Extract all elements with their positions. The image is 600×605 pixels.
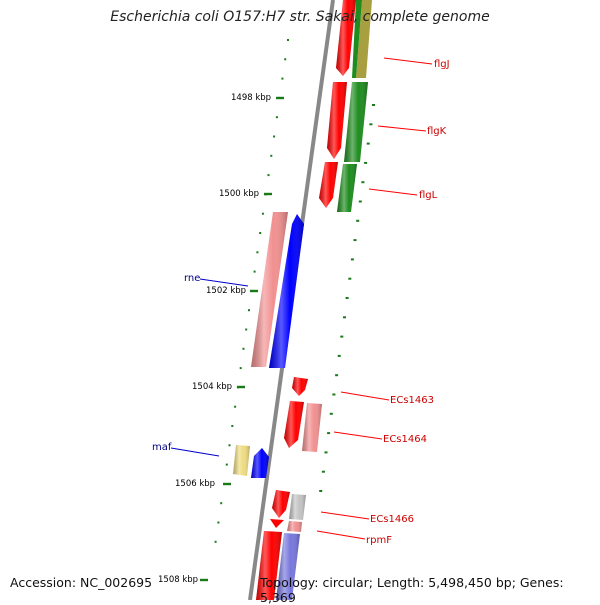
gene-label[interactable]: rne [184, 273, 200, 284]
gene-label[interactable]: maf [152, 442, 172, 453]
leader-maf [170, 447, 220, 457]
gene-ECs1466-gray-shade [289, 494, 306, 520]
leader-flgL [368, 188, 418, 196]
gene-rne-pink-shade [251, 212, 288, 367]
leader-ECs1463 [340, 391, 390, 401]
tick-label: 1504 kbp [192, 382, 232, 392]
gene-flgK-green-shade [344, 82, 368, 162]
gene-rpmF-red[interactable] [270, 519, 284, 528]
gene-label[interactable]: rpmF [366, 535, 392, 546]
tick-label: 1502 kbp [206, 286, 246, 296]
tick-label: 1498 kbp [231, 93, 271, 103]
gene-label[interactable]: ECs1464 [383, 434, 427, 445]
gene-bottom-red-shade [256, 531, 282, 600]
scale-dots-right [319, 104, 375, 492]
scale-ticks [200, 96, 284, 582]
gene-ECs1463-shade [292, 377, 308, 396]
tick-label: 1506 kbp [175, 479, 215, 489]
gene-flgJ-red-shade [336, 0, 356, 76]
gene-maf-yellow-shade [233, 445, 250, 476]
leader-flgK [377, 125, 427, 132]
gene-flgL-green-shade [337, 164, 357, 212]
tick-label: 1508 kbp [158, 575, 198, 585]
gene-green-top[interactable] [352, 0, 362, 78]
gene-bottom-lavender-shade [276, 533, 300, 600]
gene-label[interactable]: ECs1466 [370, 514, 414, 525]
gene-rne-blue-shade [269, 214, 304, 368]
leader-flgJ [383, 57, 433, 65]
gene-olive-block[interactable] [356, 0, 372, 78]
gene-maf-blue-shade [251, 448, 269, 478]
leader-ECs1466 [320, 511, 370, 520]
leader-ECs1464 [333, 431, 383, 440]
leader-rpmF [316, 530, 366, 540]
gene-label[interactable]: ECs1463 [390, 395, 434, 406]
gene-label[interactable]: flgK [427, 126, 447, 137]
gene-ECs1464-red-shade [284, 401, 304, 448]
gene-rpmF-pink-shade [287, 521, 302, 532]
tick-label: 1500 kbp [219, 189, 259, 199]
leader-rne [199, 278, 249, 287]
genome-summary: Topology: circular; Length: 5,498,450 bp… [260, 575, 564, 605]
gene-ECs1464-pink-shade [302, 403, 322, 452]
gene-flgK-red-shade [327, 82, 347, 159]
accession-text: Accession: NC_002695 [10, 575, 153, 590]
genome-title: Escherichia coli O157:H7 str. Sakai, com… [110, 9, 490, 25]
gene-label[interactable]: flgL [419, 190, 438, 201]
gene-ECs1466-red-shade [272, 490, 290, 518]
gene-label[interactable]: flgJ [434, 59, 450, 70]
gene-flgL-red-shade [319, 162, 338, 208]
